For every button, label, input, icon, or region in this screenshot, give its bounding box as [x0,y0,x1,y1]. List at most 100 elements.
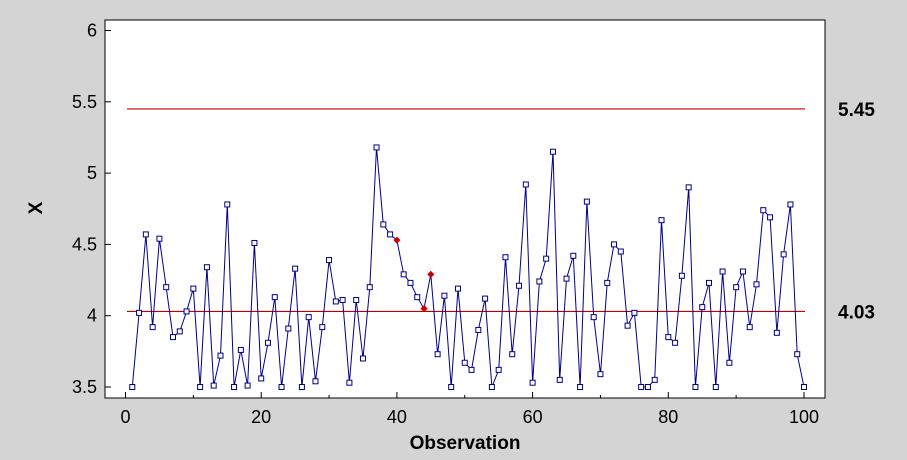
data-point [475,326,482,333]
data-point [529,379,536,386]
data-point [733,284,740,291]
data-point [407,279,414,286]
data-point [651,376,658,383]
data-point [794,351,801,358]
data-point [570,252,577,259]
data-point [780,251,787,258]
data-point [488,384,495,390]
data-point [319,324,326,331]
data-point [685,184,692,191]
data-point [366,284,373,291]
data-point [454,285,461,292]
y-axis: 3.5 4 4.5 5 5.5 6 [72,21,111,397]
data-point [604,279,611,286]
data-point [773,329,780,336]
data-point [597,371,604,378]
data-point [203,264,210,271]
data-point [169,334,176,341]
data-point [543,255,550,262]
data-point [448,384,455,390]
data-point [197,384,204,390]
data-point [699,304,706,311]
center-line-label: 4.03 [838,302,875,323]
data-point [563,275,570,282]
data-point [549,148,556,155]
data-point [298,384,305,390]
data-point [536,278,543,285]
data-point [183,308,190,315]
highlighted-point [420,305,428,313]
data-point [332,298,339,305]
data-point [237,346,244,353]
data-point [739,268,746,275]
data-point [339,297,346,304]
x-tick-label: 100 [789,407,819,427]
data-point [577,384,584,390]
data-point [495,366,502,373]
data-point [706,279,713,286]
data-point [638,384,645,390]
data-point [502,254,509,261]
data-point [760,207,767,214]
data-point [441,292,448,299]
data-point [210,382,217,389]
y-axis-label: X [26,201,47,214]
data-point [387,231,394,238]
y-tick-label: 3.5 [72,377,97,397]
x-tick-label: 0 [120,407,130,427]
data-point [217,352,224,359]
data-point [312,378,319,385]
data-point [359,355,366,362]
data-point [149,324,156,331]
data-point [719,268,726,275]
data-point [658,217,665,224]
data-point [400,271,407,278]
data-point [787,201,794,208]
data-point [271,294,278,301]
data-point [590,314,597,321]
data-point [672,339,679,346]
data-point [373,144,380,151]
data-point [163,284,170,291]
data-point [801,384,807,390]
data-point [305,314,312,321]
series-line [131,147,805,388]
data-point [461,359,468,366]
data-point [692,384,699,390]
x-tick-label: 80 [658,407,678,427]
y-tick-label: 4.5 [72,234,97,254]
data-point [624,322,631,329]
y-tick-label: 4 [87,306,97,326]
data-point [176,328,183,335]
y-tick-label: 5.5 [72,92,97,112]
x-tick-label: 40 [387,407,407,427]
data-point [285,325,292,332]
highlighted-point [393,236,401,244]
data-point [746,324,753,331]
x-tick-label: 20 [251,407,271,427]
data-point [136,309,143,316]
data-point [278,384,285,390]
data-point [556,376,563,383]
data-point [414,294,421,301]
data-point [190,285,197,292]
data-point [726,359,733,366]
data-point [509,351,516,358]
data-point [434,351,441,358]
data-point [142,231,149,238]
data-point [516,282,523,289]
data-point [611,241,618,248]
data-point [583,198,590,205]
data-point [264,339,271,346]
data-point [244,382,251,389]
data-point [251,239,258,246]
data-point [346,379,353,386]
data-point [665,334,672,341]
highlighted-point [427,270,435,278]
x-axis-label: Observation [410,433,521,454]
data-point [631,309,638,316]
data-point [482,295,489,302]
data-point [678,272,685,279]
x-axis: 0 20 40 60 80 100 [120,392,819,427]
